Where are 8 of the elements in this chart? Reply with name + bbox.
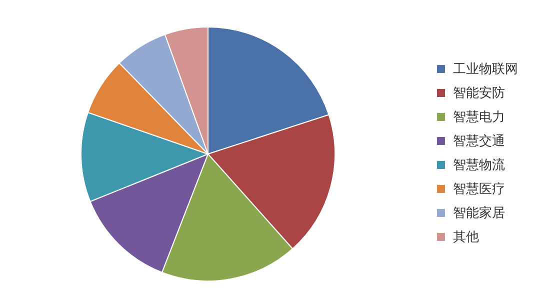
legend-label: 其他	[453, 230, 479, 245]
legend-label: 智能家居	[453, 206, 505, 221]
legend-label: 智慧医疗	[453, 182, 505, 197]
legend-label: 智慧交通	[453, 134, 505, 149]
legend-label: 工业物联网	[453, 62, 518, 77]
legend-label: 智能安防	[453, 86, 505, 101]
legend-label: 智慧电力	[453, 110, 505, 125]
legend-label: 智慧物流	[453, 158, 505, 173]
